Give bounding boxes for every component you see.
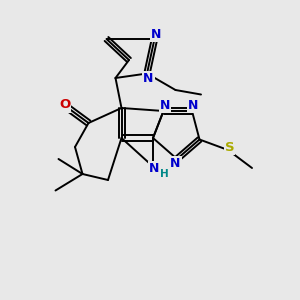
- Text: N: N: [151, 28, 161, 41]
- Text: N: N: [143, 71, 154, 85]
- Text: H: H: [160, 169, 169, 179]
- Text: N: N: [170, 157, 181, 170]
- Text: N: N: [160, 99, 170, 112]
- Text: S: S: [225, 141, 234, 154]
- Text: N: N: [188, 99, 199, 112]
- Text: N: N: [149, 161, 160, 175]
- Text: O: O: [59, 98, 70, 112]
